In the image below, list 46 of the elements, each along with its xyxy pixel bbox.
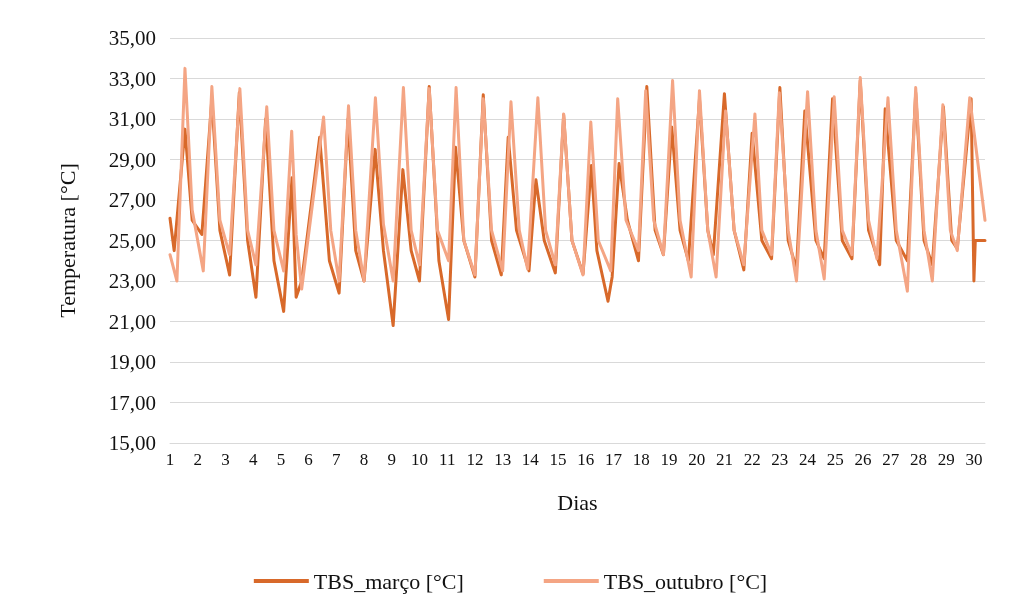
x-tick-label: 29 [937,450,955,469]
x-tick-label: 15 [549,450,567,469]
y-tick-label: 17,00 [108,390,156,415]
x-tick-label: 28 [909,450,927,469]
x-tick-label: 30 [965,450,983,469]
x-tick-label: 19 [660,450,678,469]
x-tick-label: 9 [387,450,397,469]
x-tick-label: 23 [771,450,789,469]
y-tick-label: 23,00 [108,269,156,293]
x-tick-label: 5 [276,450,286,469]
x-tick-label: 13 [494,450,512,469]
legend-label: TBS_outubro [°C] [603,568,768,594]
x-tick-label: 16 [577,450,595,469]
x-tick-label: 26 [854,450,872,469]
y-tick-label: 15,00 [108,431,156,455]
x-tick-label: 21 [715,450,733,469]
x-tick-label: 1 [165,450,175,469]
y-tick-label: 19,00 [108,350,156,374]
x-tick-label: 24 [799,450,817,469]
y-tick-label: 25,00 [108,228,156,253]
x-tick-label: 18 [632,450,650,469]
x-tick-label: 25 [826,450,844,469]
x-tick-label: 11 [439,450,456,469]
x-tick-label: 17 [605,450,623,469]
y-axis-title: Temperatura [°C] [54,163,80,318]
x-tick-label: 4 [248,450,258,469]
x-tick-label: 12 [466,450,484,469]
y-tick-label: 21,00 [108,309,156,334]
x-tick-label: 8 [359,450,369,469]
line-series [168,66,987,293]
y-tick-label: 29,00 [108,147,156,172]
x-tick-label: 7 [332,450,342,469]
y-tick-label: 27,00 [108,188,156,212]
y-tick-label: 35,00 [108,26,156,50]
x-axis-title: Dias [557,489,598,515]
y-tick-label: 33,00 [108,66,156,91]
x-tick-label: 22 [743,450,761,469]
legend-label: TBS_março [°C] [313,568,464,594]
x-tick-label: 20 [688,450,706,469]
x-tick-label: 3 [221,450,230,469]
x-tick-label: 10 [410,450,428,469]
x-tick-label: 6 [304,450,313,469]
y-tick-label: 31,00 [108,107,156,131]
x-tick-label: 14 [521,450,540,469]
x-tick-label: 2 [193,450,202,469]
x-tick-label: 27 [882,450,900,469]
